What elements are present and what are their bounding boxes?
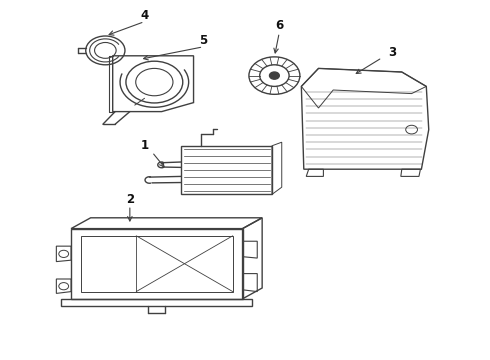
Text: 5: 5: [199, 34, 207, 47]
Circle shape: [270, 72, 279, 79]
Bar: [71, 229, 243, 299]
Text: 1: 1: [141, 139, 148, 152]
Text: 3: 3: [388, 46, 396, 59]
Text: 6: 6: [275, 19, 283, 32]
Text: 4: 4: [141, 9, 148, 22]
Bar: [181, 146, 272, 194]
Text: 2: 2: [126, 193, 134, 206]
Bar: [81, 236, 233, 292]
